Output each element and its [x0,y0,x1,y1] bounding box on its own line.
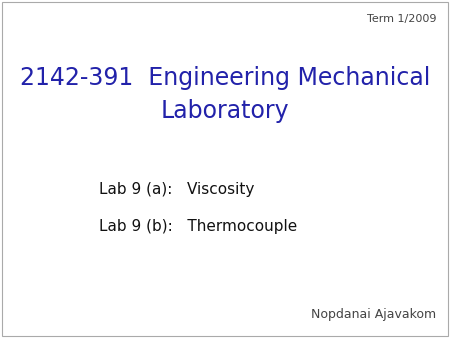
Text: Nopdanai Ajavakom: Nopdanai Ajavakom [311,308,436,321]
Text: Lab 9 (b):   Thermocouple: Lab 9 (b): Thermocouple [99,219,297,234]
Text: 2142-391  Engineering Mechanical
Laboratory: 2142-391 Engineering Mechanical Laborato… [20,66,430,123]
Text: Term 1/2009: Term 1/2009 [367,14,436,24]
Text: Lab 9 (a):   Viscosity: Lab 9 (a): Viscosity [99,182,254,197]
